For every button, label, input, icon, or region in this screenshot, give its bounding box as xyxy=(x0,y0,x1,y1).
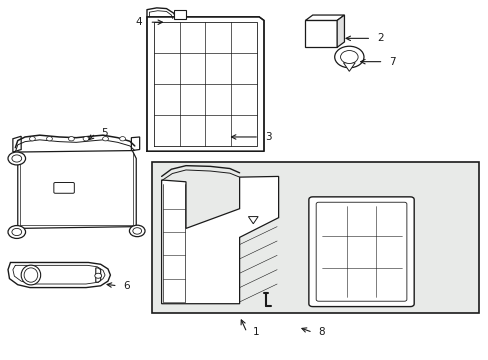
Polygon shape xyxy=(18,150,136,228)
Circle shape xyxy=(95,273,102,278)
Text: 6: 6 xyxy=(123,281,130,291)
Text: 4: 4 xyxy=(135,17,142,27)
Polygon shape xyxy=(131,137,140,150)
FancyBboxPatch shape xyxy=(54,183,74,193)
Polygon shape xyxy=(147,17,264,151)
Text: 1: 1 xyxy=(252,327,259,337)
Text: 2: 2 xyxy=(376,33,383,43)
Circle shape xyxy=(29,136,35,141)
Bar xyxy=(152,162,478,313)
Polygon shape xyxy=(96,268,101,282)
Polygon shape xyxy=(305,15,344,21)
Polygon shape xyxy=(343,63,354,71)
Circle shape xyxy=(133,228,142,234)
FancyBboxPatch shape xyxy=(308,197,413,307)
Polygon shape xyxy=(8,262,110,288)
Circle shape xyxy=(102,136,108,141)
Bar xyxy=(173,10,185,19)
Text: 5: 5 xyxy=(102,129,108,138)
Ellipse shape xyxy=(21,265,41,285)
Circle shape xyxy=(68,136,74,141)
Ellipse shape xyxy=(24,268,38,282)
Circle shape xyxy=(340,50,357,63)
Circle shape xyxy=(129,225,145,237)
Polygon shape xyxy=(161,176,278,304)
Text: 3: 3 xyxy=(264,132,271,142)
Circle shape xyxy=(46,136,52,141)
Polygon shape xyxy=(248,217,258,224)
Circle shape xyxy=(12,155,21,162)
FancyBboxPatch shape xyxy=(316,202,406,301)
Circle shape xyxy=(83,136,89,141)
Circle shape xyxy=(334,46,363,68)
Polygon shape xyxy=(13,136,21,152)
Text: 8: 8 xyxy=(318,327,325,337)
Polygon shape xyxy=(336,15,344,47)
Polygon shape xyxy=(305,21,336,47)
Circle shape xyxy=(8,226,25,238)
Text: 7: 7 xyxy=(388,57,395,67)
Circle shape xyxy=(8,152,25,165)
Circle shape xyxy=(12,228,21,235)
Circle shape xyxy=(120,136,125,141)
